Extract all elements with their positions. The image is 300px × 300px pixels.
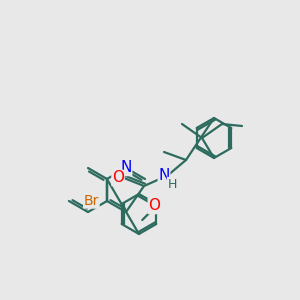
Text: N: N (158, 169, 170, 184)
Text: O: O (112, 170, 124, 185)
Text: O: O (148, 199, 160, 214)
Text: N: N (120, 160, 132, 175)
Text: Br: Br (84, 194, 99, 208)
Text: H: H (167, 178, 177, 190)
